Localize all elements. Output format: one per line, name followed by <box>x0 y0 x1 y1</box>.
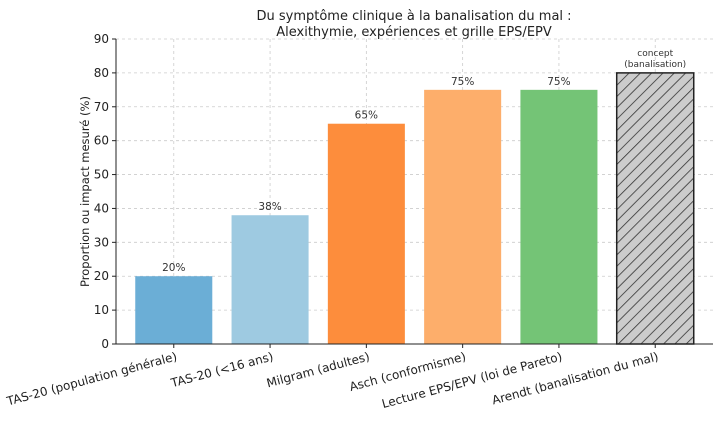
bar-2 <box>327 123 405 344</box>
data-label-4: 75% <box>547 76 570 88</box>
y-tick-label-7: 70 <box>94 100 109 114</box>
bar-4 <box>520 89 598 344</box>
annotation-line-0: concept <box>637 49 673 59</box>
y-tick-label-3: 30 <box>94 235 109 249</box>
data-label-1: 38% <box>258 201 281 213</box>
y-axis-label: Proportion ou impact mesuré (%) <box>78 96 92 287</box>
y-tick-label-4: 40 <box>94 201 109 215</box>
y-tick-label-1: 10 <box>94 303 109 317</box>
bar-1 <box>231 215 309 344</box>
x-tick-label-0: TAS-20 (population générale) <box>4 349 178 408</box>
bar-3 <box>424 89 502 344</box>
bars <box>135 72 695 345</box>
y-tick-label-8: 80 <box>94 66 109 80</box>
data-label-0: 20% <box>162 262 185 274</box>
y-tick-label-9: 90 <box>94 32 109 46</box>
x-tick-label-5: Arendt (banalisation du mal) <box>490 349 660 407</box>
bar-5 <box>615 72 695 345</box>
annotation-line-1: (banalisation) <box>624 60 686 70</box>
chart-title-line-2: Alexithymie, expériences et grille EPS/E… <box>276 25 552 40</box>
y-tick-label-0: 0 <box>101 337 109 351</box>
bar-0 <box>135 276 213 344</box>
data-label-3: 75% <box>451 76 474 88</box>
x-tick-label-1: TAS-20 (<16 ans) <box>168 349 274 390</box>
data-label-2: 65% <box>355 110 378 122</box>
axes <box>112 38 713 348</box>
y-tick-label-5: 50 <box>94 168 109 182</box>
y-tick-label-2: 20 <box>94 269 109 283</box>
y-tick-label-6: 60 <box>94 134 109 148</box>
chart-title-line-1: Du symptôme clinique à la banalisation d… <box>256 9 571 24</box>
x-tick-label-4: Lecture EPS/EPV (loi de Pareto) <box>380 349 563 411</box>
